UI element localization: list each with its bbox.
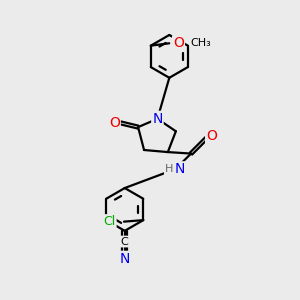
Text: O: O (206, 129, 217, 143)
Text: N: N (152, 112, 163, 126)
Text: C: C (121, 236, 129, 247)
Text: H: H (165, 164, 173, 174)
Text: O: O (109, 116, 120, 130)
Text: Cl: Cl (103, 215, 116, 228)
Text: CH₃: CH₃ (190, 38, 212, 48)
Text: N: N (119, 252, 130, 266)
Text: O: O (173, 36, 184, 50)
Text: N: N (175, 162, 185, 176)
